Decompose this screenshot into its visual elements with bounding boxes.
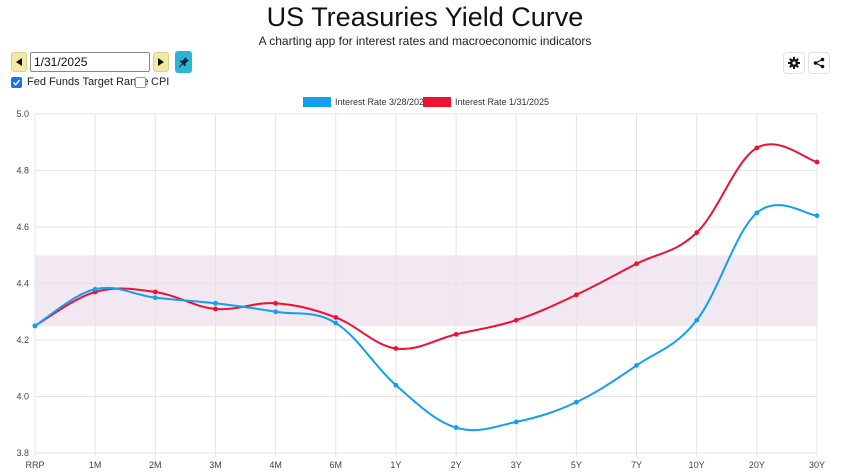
series-point-1 [453,331,459,337]
x-tick-label: 7Y [631,460,642,470]
series-point-0 [333,320,339,326]
y-tick-label: 4.8 [16,166,29,176]
date-input[interactable] [30,52,150,72]
gear-icon [788,57,800,69]
y-tick-label: 4.0 [16,392,29,402]
series-point-0 [634,363,639,368]
cpi-checkbox[interactable] [135,76,146,88]
series-point-0 [573,399,579,405]
share-button[interactable] [808,52,830,74]
legend-label: Interest Rate 3/28/2025 [335,97,429,107]
y-tick-label: 3.8 [16,448,29,458]
cpi-toggle[interactable]: CPI [135,75,169,89]
series-point-1 [333,315,339,320]
x-tick-label: 2Y [451,460,462,470]
legend-swatch [303,97,331,107]
cpi-label: CPI [151,76,170,88]
chevron-left-icon [16,58,22,66]
legend-label: Interest Rate 1/31/2025 [455,97,549,107]
next-date-button[interactable] [153,52,169,72]
series-point-1 [573,292,579,298]
series-point-0 [92,286,98,292]
series-point-1 [213,306,218,312]
chevron-right-icon [158,58,164,66]
pin-button[interactable] [175,51,192,73]
x-tick-label: RRP [25,460,44,470]
page-title: US Treasuries Yield Curve [266,2,584,32]
share-icon [813,57,825,69]
x-tick-label: 3Y [511,460,522,470]
series-point-0 [814,213,820,219]
series-point-0 [213,300,218,306]
page-subtitle: A charting app for interest rates and ma… [258,34,592,48]
series-point-0 [694,317,700,323]
y-tick-label: 4.6 [16,222,29,232]
settings-button[interactable] [783,52,805,74]
series-point-0 [393,382,399,388]
series-point-0 [453,425,459,430]
series-point-0 [513,419,519,425]
pin-icon [178,57,189,68]
x-tick-label: 20Y [749,460,765,470]
series-point-1 [694,230,700,236]
x-tick-label: 5Y [571,460,582,470]
fed-funds-checkbox[interactable] [11,76,22,88]
prev-date-button[interactable] [11,52,27,72]
x-tick-label: 1M [89,460,102,470]
x-tick-label: 10Y [689,460,705,470]
y-tick-label: 4.2 [16,335,29,345]
yield-curve-chart: 3.8 4.0 4.2 4.4 4.6 4.8 5.0 RRP 1M 2M 3M 4M 6M 1Y 2Y 3Y… [16,97,825,470]
series-point-1 [152,289,158,295]
series-point-1 [393,346,399,351]
fed-funds-label: Fed Funds Target Range [27,76,149,88]
fed-funds-band [35,255,817,326]
fed-funds-toggle[interactable]: Fed Funds Target Range [11,75,148,89]
legend-swatch [423,97,451,107]
series-point-0 [32,323,38,329]
series-point-0 [273,309,279,315]
y-tick-label: 5.0 [16,109,29,119]
x-tick-label: 3M [209,460,222,470]
x-tick-label: 30Y [809,460,825,470]
x-tick-label: 2M [149,460,162,470]
checkmark-icon [12,79,21,86]
x-tick-label: 4M [269,460,282,470]
y-tick-label: 4.4 [16,279,29,289]
series-point-1 [273,300,279,306]
series-point-1 [814,159,820,165]
series-point-0 [152,295,158,301]
x-tick-label: 1Y [390,460,401,470]
series-point-1 [754,145,760,151]
series-point-1 [513,317,519,323]
x-tick-label: 6M [330,460,343,470]
series-point-1 [634,261,639,267]
series-point-0 [754,210,760,216]
